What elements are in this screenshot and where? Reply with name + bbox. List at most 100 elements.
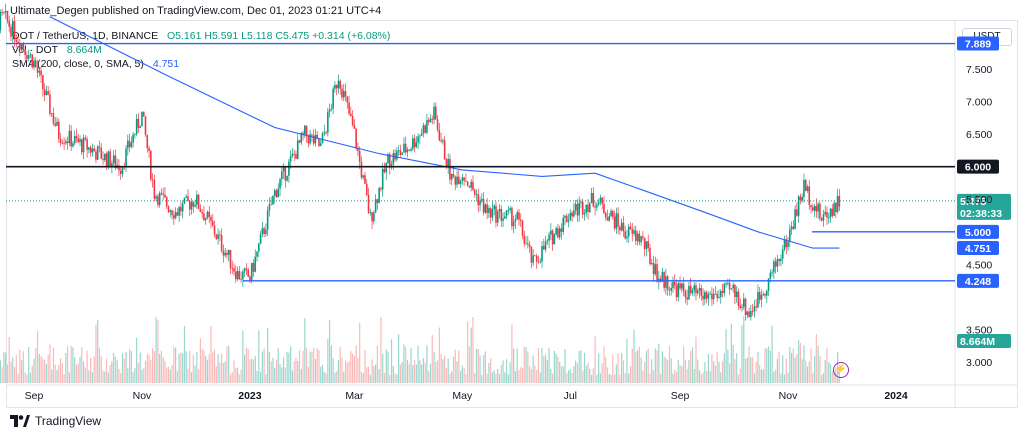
candle-body [429, 118, 432, 123]
candle-body [109, 151, 111, 167]
volume-bar [265, 374, 267, 383]
volume-bar [390, 339, 393, 383]
volume-bar [776, 358, 779, 383]
volume-bar [760, 369, 763, 383]
volume-bar [759, 364, 761, 383]
volume-bar [382, 354, 384, 383]
volume-bar [691, 347, 694, 383]
symbol-legend[interactable]: DOT / TetherUS, 1D, BINANCE O5.161 H5.59… [12, 30, 390, 43]
volume-bar [422, 358, 425, 383]
candle-body [259, 234, 262, 244]
candle-body [277, 188, 280, 198]
candle-body [420, 133, 423, 136]
volume-bar [143, 368, 145, 383]
candle-body [645, 241, 648, 249]
candle-body [167, 206, 170, 212]
volume-bar [245, 347, 248, 383]
volume-bar [288, 352, 290, 383]
level-badge-7.889 [957, 36, 999, 51]
volume-bar [410, 347, 412, 383]
last-price-badge [957, 193, 1011, 220]
candle-body [812, 207, 814, 211]
candle-body [229, 250, 232, 269]
candle-body [587, 204, 589, 212]
volume-bar [493, 370, 495, 383]
candle-body [681, 283, 683, 289]
volume-bar [102, 370, 104, 383]
candle-body [606, 217, 609, 221]
volume-bar [456, 361, 458, 383]
candle-body [365, 183, 368, 196]
volume-bar [31, 365, 33, 383]
volume-bar [748, 346, 750, 383]
volume-bar [672, 373, 674, 383]
candle-body [357, 148, 359, 151]
candle-body [146, 134, 149, 149]
volume-bar [474, 372, 476, 383]
volume-bar [463, 368, 465, 383]
volume-bar [505, 359, 508, 383]
candle-body [532, 255, 534, 263]
volume-bar [534, 365, 536, 383]
candle-body [764, 294, 766, 296]
volume-bar [22, 351, 24, 383]
volume-bar [198, 369, 200, 383]
candle-body [498, 209, 501, 212]
volume-bar [737, 374, 740, 383]
sma-legend[interactable]: SMA (200, close, 0, SMA, 5) 4.751 [12, 58, 179, 71]
volume-bar [167, 366, 170, 383]
volume-bar [323, 371, 325, 383]
candle-body [695, 285, 697, 294]
candle-body [234, 271, 237, 280]
candle-body [226, 252, 228, 255]
volume-bar [38, 353, 40, 383]
volume-bar [56, 370, 58, 383]
volume-bar [642, 370, 644, 383]
volume-bar [433, 351, 435, 383]
candle-body [445, 159, 448, 167]
candle-body [11, 21, 14, 37]
volume-bar [778, 351, 780, 383]
candle-body [711, 293, 713, 300]
volume-bar [233, 360, 235, 383]
volume-bar [693, 369, 695, 383]
candle-body [456, 176, 458, 185]
volume-bar [362, 373, 364, 383]
lightning-icon[interactable]: ⚡ [833, 362, 849, 378]
candle-body [534, 255, 536, 257]
candle-body [114, 155, 117, 169]
candle-body [794, 209, 796, 229]
branding: TradingView [10, 414, 101, 428]
volume-bar [63, 374, 65, 383]
volume-bar [394, 373, 396, 383]
candle-body [509, 208, 511, 211]
candle-body [104, 153, 106, 161]
volume-bar [819, 356, 821, 383]
volume-bar [459, 370, 462, 383]
volume-bar [175, 347, 177, 383]
candle-body [224, 252, 226, 256]
volume-bar [270, 361, 272, 383]
volume-bar [95, 324, 97, 383]
candle-body [65, 141, 67, 144]
volume-bar [810, 348, 812, 383]
price-tick-label: 5.500 [966, 194, 992, 206]
volume-bar [550, 369, 552, 383]
volume-bar [359, 322, 361, 383]
candle-body [564, 215, 566, 218]
candle-body [378, 188, 380, 203]
volume-bar [698, 370, 701, 383]
candle-body [507, 210, 510, 211]
volume-bar [631, 348, 633, 383]
candle-body [98, 146, 101, 148]
candle-body [43, 89, 46, 96]
volume-bar [74, 357, 76, 383]
volume-bar [105, 359, 108, 383]
volume-bar [654, 348, 656, 383]
volume-bar [739, 368, 741, 383]
candle-body [385, 163, 388, 173]
volume-bar [107, 372, 109, 383]
candle-body [642, 236, 644, 238]
volume-value: 8.664M [66, 44, 102, 56]
